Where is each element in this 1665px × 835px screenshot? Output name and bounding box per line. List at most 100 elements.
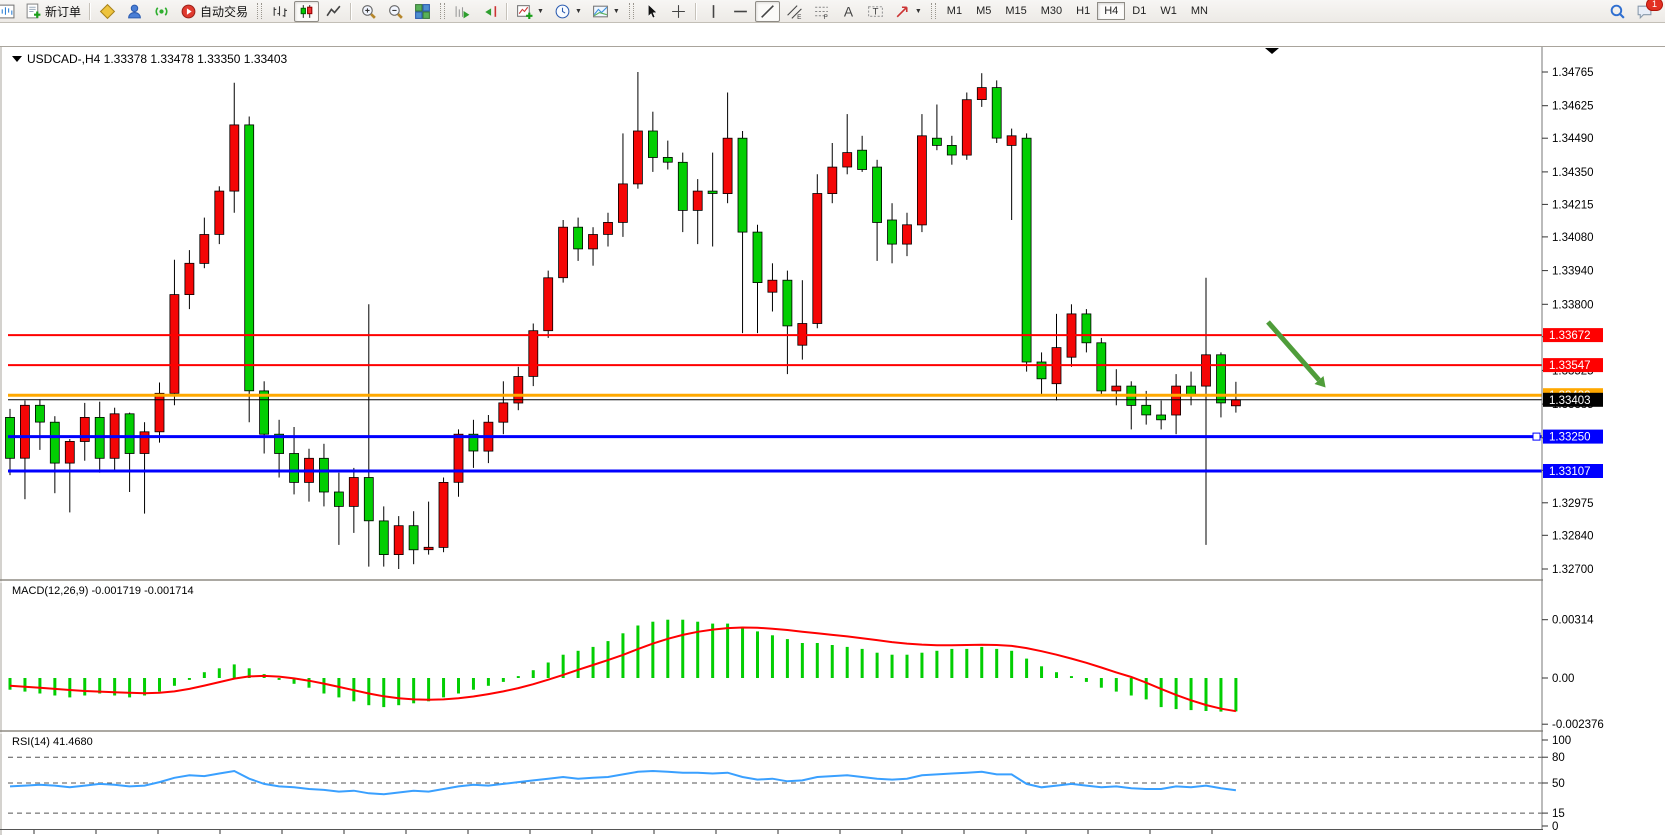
svg-text:1.32975: 1.32975 (1552, 498, 1594, 510)
rsi-line (9, 769, 1237, 796)
symbol-ohlc-line: USDCAD-,H4 1.33378 1.33478 1.33350 1.334… (27, 52, 288, 66)
svg-text:100: 100 (1552, 735, 1571, 747)
macd-label: MACD(12,26,9) -0.001719 -0.001714 (12, 585, 194, 597)
toolbar-button-label: 新订单 (45, 4, 82, 19)
dropdown-caret-icon[interactable]: ▼ (914, 7, 922, 15)
label-button[interactable]: T (863, 1, 888, 22)
svg-text:0.00314: 0.00314 (1552, 615, 1594, 627)
trendline-button[interactable] (754, 0, 780, 22)
timeframe-button-d1[interactable]: D1 (1132, 5, 1147, 17)
arrows-button[interactable]: ▼ (890, 1, 926, 22)
svg-text:1.33672: 1.33672 (1549, 330, 1591, 342)
vertical-line-button[interactable] (701, 1, 726, 22)
line-chart-button[interactable] (321, 1, 346, 22)
dropdown-caret-icon[interactable]: ▼ (537, 7, 544, 15)
chart-shift-icon (485, 5, 497, 17)
timeframe-button-m15[interactable]: M15 (1005, 5, 1027, 17)
channel-button[interactable]: E (782, 1, 807, 22)
svg-text:1.34625: 1.34625 (1552, 101, 1594, 113)
bar-chart-button[interactable] (267, 1, 292, 22)
toolbar-button-label: 自动交易 (200, 4, 249, 19)
svg-text:1.33250: 1.33250 (1549, 432, 1591, 444)
svg-text:1.33800: 1.33800 (1552, 299, 1594, 311)
crosshair-button[interactable] (666, 1, 691, 22)
svg-text:F: F (823, 13, 827, 19)
svg-text:1.34765: 1.34765 (1552, 67, 1594, 79)
chat-button[interactable]: 1 (1632, 0, 1663, 22)
notification-badge: 1 (1646, 0, 1663, 11)
market-watch-button[interactable] (122, 1, 147, 22)
chart-window-button[interactable] (0, 1, 19, 22)
new-order-button[interactable]: 新订单 (21, 1, 85, 22)
svg-text:50: 50 (1552, 778, 1565, 790)
candle-chart-button[interactable] (294, 0, 320, 22)
text-icon: A (844, 3, 854, 19)
dropdown-caret-icon[interactable]: ▼ (574, 7, 582, 15)
price-level-label: 1.33672 (1543, 328, 1603, 343)
svg-text:1.34490: 1.34490 (1552, 133, 1594, 145)
timeframe-button-w1[interactable]: W1 (1160, 5, 1177, 17)
svg-text:T: T (872, 6, 878, 17)
rsi-label: RSI(14) 41.4680 (12, 736, 93, 748)
svg-text:A: A (844, 3, 854, 19)
chart-shift-marker-icon[interactable] (1265, 48, 1279, 54)
timeframe-button-mn[interactable]: MN (1190, 5, 1208, 17)
toolbar-grip (440, 3, 446, 19)
label-icon: T (867, 5, 883, 17)
signals-button[interactable] (149, 1, 174, 22)
period-button[interactable]: ▼ (550, 1, 586, 22)
bar-chart-icon (273, 5, 287, 17)
svg-text:-0.002376: -0.002376 (1552, 719, 1604, 731)
svg-text:E: E (797, 13, 801, 19)
crosshair-icon (671, 4, 685, 18)
level-line-handle[interactable] (1532, 432, 1541, 441)
profile-icon (99, 3, 116, 19)
search-icon (1610, 4, 1625, 19)
toolbar-separator (350, 2, 353, 20)
fibonacci-icon: F (814, 6, 828, 20)
timeframe-button-h4[interactable]: H4 (1097, 2, 1126, 20)
indicators-button[interactable]: ▼ (512, 1, 548, 22)
tile-windows-icon (415, 3, 430, 19)
svg-text:1.34215: 1.34215 (1552, 199, 1594, 211)
price-level-label: 1.33107 (1543, 464, 1603, 478)
profile-button[interactable] (95, 1, 120, 22)
timeframe-button-m1[interactable]: M1 (946, 5, 963, 17)
chart-shift-button[interactable] (477, 1, 502, 22)
svg-text:80: 80 (1552, 752, 1565, 764)
zoom-in-button[interactable] (356, 1, 381, 22)
toolbar-separator (694, 2, 697, 20)
chart-window-icon (0, 4, 15, 18)
timeframe-button-h1[interactable]: H1 (1076, 5, 1091, 17)
horizontal-line-button[interactable] (728, 1, 753, 22)
period-icon (555, 4, 570, 18)
trend-arrow[interactable] (1266, 320, 1326, 388)
toolbar-separator (506, 2, 509, 20)
template-button[interactable]: ▼ (588, 1, 624, 22)
chart-area[interactable]: USDCAD-,H4 1.33378 1.33478 1.33350 1.334… (0, 23, 1665, 835)
text-button[interactable]: A (836, 1, 861, 22)
price-level-label: 1.33403 (1543, 392, 1603, 407)
toolbar-grip (930, 3, 936, 19)
macd-histogram (8, 619, 1238, 712)
search-button[interactable] (1605, 1, 1630, 22)
auto-trading-button[interactable]: 自动交易 (176, 1, 252, 22)
zoom-in-icon (362, 4, 376, 19)
cursor-button[interactable] (639, 1, 664, 22)
svg-text:1.34080: 1.34080 (1552, 232, 1594, 244)
tile-windows-button[interactable] (410, 1, 435, 22)
dropdown-caret-icon[interactable]: ▼ (612, 7, 620, 15)
symbol-collapse-icon[interactable] (12, 56, 22, 62)
toolbar-grip (257, 3, 263, 19)
timeframe-button-m5[interactable]: M5 (976, 5, 992, 17)
svg-text:1.32840: 1.32840 (1552, 530, 1594, 542)
svg-text:1.34350: 1.34350 (1552, 167, 1594, 179)
zoom-out-button[interactable] (383, 1, 408, 22)
horizontal-line-icon (733, 10, 747, 12)
candle-chart-icon (300, 4, 313, 18)
auto-scroll-button[interactable] (450, 1, 475, 22)
fibonacci-button[interactable]: F (809, 1, 834, 22)
candlestick-series (5, 72, 1241, 569)
timeframe-button-m30[interactable]: M30 (1040, 5, 1063, 17)
